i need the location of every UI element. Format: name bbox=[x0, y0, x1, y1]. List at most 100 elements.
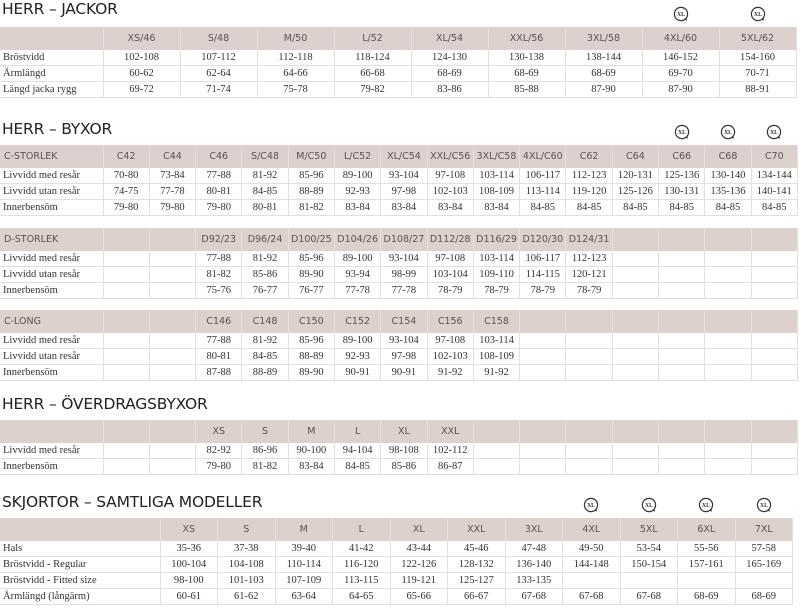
size-header-cell: C44 bbox=[149, 145, 197, 168]
measurement-cell: 84-85 bbox=[658, 199, 706, 216]
size-header-cell bbox=[149, 310, 197, 333]
measurement-cell bbox=[103, 348, 150, 365]
measurement-cell: 103-114 bbox=[473, 168, 521, 184]
measurement-cell: 83-84 bbox=[473, 199, 521, 216]
size-header-cell: M bbox=[275, 518, 333, 541]
size-header-cell: L/C52 bbox=[334, 145, 382, 168]
measurement-cell: 68-69 bbox=[411, 65, 489, 82]
measurement-label: Innerbensöm bbox=[0, 458, 104, 475]
xl-size-badge-icon: XL bbox=[750, 6, 766, 22]
table-header-row: XS S M L XL XXL bbox=[0, 420, 798, 443]
measurement-cell: 76-77 bbox=[241, 282, 289, 299]
size-header-cell: D104/26 bbox=[334, 228, 382, 251]
size-header-cell bbox=[103, 228, 150, 251]
size-header-cell: D108/27 bbox=[380, 228, 428, 251]
table-row: Livvidd med resår 82-92 86-96 90-100 94-104 9… bbox=[0, 443, 798, 459]
measurement-cell: 107-112 bbox=[180, 50, 258, 66]
size-header-cell: 4XL bbox=[562, 518, 621, 541]
measurement-cell bbox=[612, 443, 660, 459]
measurement-cell bbox=[565, 364, 613, 381]
measurement-cell: 93-94 bbox=[334, 266, 382, 283]
xl-size-badge-icon: XL bbox=[673, 6, 689, 22]
xl-size-badge-icon: XL bbox=[766, 124, 782, 140]
measurement-label: Hals bbox=[0, 541, 161, 557]
measurement-label: Livvidd med resår bbox=[0, 443, 104, 459]
xl-size-badge-icon: XL bbox=[583, 497, 599, 513]
size-table: D-STORLEK D92/23 D96/24 D100/25 D104/26 D108/… bbox=[0, 228, 798, 299]
measurement-label: Längd jacka rygg bbox=[0, 81, 104, 98]
size-header-cell: S bbox=[217, 518, 276, 541]
size-header-cell bbox=[751, 420, 798, 443]
svg-text:XL: XL bbox=[702, 503, 710, 509]
measurement-cell: 86-87 bbox=[427, 458, 474, 475]
measurement-cell: 79-80 bbox=[195, 458, 243, 475]
measurement-label: Livvidd utan resår bbox=[0, 183, 104, 200]
size-header-cell bbox=[149, 420, 197, 443]
measurement-cell bbox=[103, 333, 150, 349]
measurement-cell: 119-121 bbox=[390, 572, 448, 589]
measurement-cell: 68-69 bbox=[735, 588, 793, 605]
size-header-cell: S/C48 bbox=[241, 145, 289, 168]
measurement-cell: 138-144 bbox=[565, 50, 643, 66]
size-table: XS S M L XL XXL Livvidd med resår 82-92 86-96 90-… bbox=[0, 420, 798, 475]
size-header-cell: L/52 bbox=[334, 27, 412, 50]
size-header-cell: XL bbox=[390, 518, 448, 541]
measurement-cell: 98-100 bbox=[160, 572, 218, 589]
measurement-cell: 93-104 bbox=[380, 251, 428, 267]
measurement-cell: 74-75 bbox=[103, 183, 150, 200]
measurement-cell: 130-131 bbox=[658, 183, 706, 200]
measurement-cell: 103-104 bbox=[427, 266, 474, 283]
measurement-cell: 64-66 bbox=[257, 65, 335, 82]
size-header-cell: D96/24 bbox=[241, 228, 289, 251]
measurement-cell bbox=[704, 443, 752, 459]
measurement-cell: 79-80 bbox=[103, 199, 150, 216]
table-row: Innerbensöm 87-88 88-89 89-90 90-91 90-91 91-9… bbox=[0, 364, 798, 381]
size-header-cell: C62 bbox=[565, 145, 613, 168]
measurement-cell: 114-115 bbox=[519, 266, 567, 283]
size-header-cell: D92/23 bbox=[195, 228, 243, 251]
svg-text:XL: XL bbox=[678, 130, 686, 136]
measurement-cell: 92-93 bbox=[334, 183, 382, 200]
measurement-cell: 92-93 bbox=[334, 348, 382, 365]
measurement-cell: 97-98 bbox=[380, 183, 428, 200]
measurement-cell: 128-132 bbox=[447, 556, 506, 573]
row-group-label bbox=[0, 518, 161, 541]
measurement-cell: 84-85 bbox=[612, 199, 660, 216]
measurement-cell: 89-100 bbox=[334, 251, 382, 267]
measurement-cell bbox=[612, 266, 660, 283]
measurement-label: Bröstvidd - Fitted size bbox=[0, 572, 161, 589]
measurement-cell: 43-44 bbox=[390, 541, 448, 557]
measurement-cell: 75-78 bbox=[257, 81, 335, 98]
measurement-cell: 87-90 bbox=[642, 81, 720, 98]
measurement-cell: 80-81 bbox=[195, 348, 243, 365]
measurement-cell bbox=[103, 443, 150, 459]
size-header-cell: C68 bbox=[704, 145, 752, 168]
measurement-cell: 106-117 bbox=[519, 168, 567, 184]
measurement-cell bbox=[103, 282, 150, 299]
measurement-cell bbox=[612, 364, 660, 381]
measurement-cell: 140-141 bbox=[751, 183, 798, 200]
size-header-cell bbox=[704, 310, 752, 333]
measurement-cell: 93-104 bbox=[380, 168, 428, 184]
size-header-cell: XL/54 bbox=[411, 27, 489, 50]
size-table: C-LONG C146 C148 C150 C152 C154 C156 C158 Livvid… bbox=[0, 310, 798, 381]
measurement-cell bbox=[751, 333, 798, 349]
measurement-cell: 91-92 bbox=[427, 364, 474, 381]
measurement-cell: 39-40 bbox=[275, 541, 333, 557]
section-title: SKJORTOR – SAMTLIGA MODELLER bbox=[2, 493, 263, 511]
svg-text:XL: XL bbox=[587, 503, 595, 509]
size-header-cell: L bbox=[334, 420, 382, 443]
measurement-cell: 84-85 bbox=[241, 348, 289, 365]
size-header-cell bbox=[751, 310, 798, 333]
size-header-cell bbox=[658, 310, 706, 333]
measurement-cell: 125-126 bbox=[612, 183, 660, 200]
measurement-cell: 47-48 bbox=[505, 541, 563, 557]
measurement-cell bbox=[149, 364, 197, 381]
measurement-cell bbox=[103, 251, 150, 267]
size-header-cell: 5XL bbox=[620, 518, 678, 541]
size-header-cell: S/48 bbox=[180, 27, 258, 50]
size-table: XS S M L XL XXL 3XL 4XL 5XL 6XL 7XL Hals 35-36 37-38 3… bbox=[0, 518, 793, 605]
size-header-cell: D120/30 bbox=[519, 228, 567, 251]
measurement-cell: 98-108 bbox=[380, 443, 428, 459]
measurement-label: Livvidd utan resår bbox=[0, 348, 104, 365]
